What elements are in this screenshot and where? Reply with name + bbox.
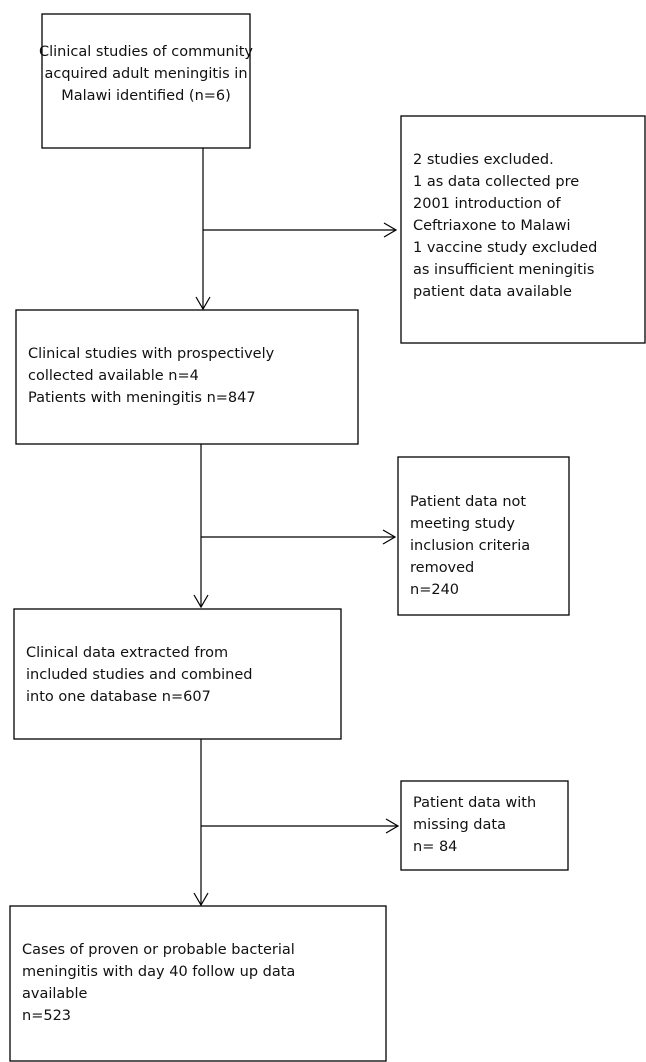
box-text: Cases of proven or probable bacterial: [22, 942, 295, 958]
box: [397, 456, 570, 616]
box-text: inclusion criteria: [410, 538, 530, 554]
arrowhead: [195, 296, 211, 311]
box-text: Malawi identified (n=6): [61, 88, 231, 104]
box-text: Patient data not: [410, 494, 526, 510]
box: [15, 309, 359, 445]
box: [9, 905, 387, 1062]
arrowhead: [193, 594, 209, 609]
box-text: removed: [410, 560, 474, 576]
box-text: n= 84: [413, 839, 457, 855]
box-text: Ceftriaxone to Malawi: [413, 218, 571, 234]
box-text: Clinical data extracted from: [26, 645, 228, 661]
box-text: meeting study: [410, 516, 515, 532]
arrowhead: [382, 529, 397, 545]
box-text: collected available n=4: [28, 368, 199, 384]
box-text: 1 as data collected pre: [413, 174, 579, 190]
box-text: as insufficient meningitis: [413, 262, 594, 278]
box-text: 2001 introduction of: [413, 196, 562, 212]
box-text: Clinical studies of community: [39, 44, 253, 60]
box-text: missing data: [413, 817, 506, 833]
box-text: Patient data with: [413, 795, 536, 811]
box-text: Clinical studies with prospectively: [28, 346, 275, 362]
box: [13, 608, 342, 740]
box-text: available: [22, 986, 88, 1002]
box-text: meningitis with day 40 follow up data: [22, 964, 295, 980]
box-text: included studies and combined: [26, 667, 253, 683]
box: [400, 115, 646, 344]
box-text: Patients with meningitis n=847: [28, 390, 256, 406]
box-text: 1 vaccine study excluded: [413, 240, 597, 256]
box: [41, 13, 251, 149]
box-text: acquired adult meningitis in: [44, 66, 247, 82]
box-text: 2 studies excluded.: [413, 152, 554, 168]
box-text: n=523: [22, 1008, 71, 1024]
arrowhead: [385, 818, 400, 834]
box-text: n=240: [410, 582, 459, 598]
box-text: patient data available: [413, 284, 572, 300]
box: [400, 780, 569, 871]
arrowhead: [383, 222, 398, 238]
arrowhead: [193, 892, 209, 907]
box-text: into one database n=607: [26, 689, 211, 705]
